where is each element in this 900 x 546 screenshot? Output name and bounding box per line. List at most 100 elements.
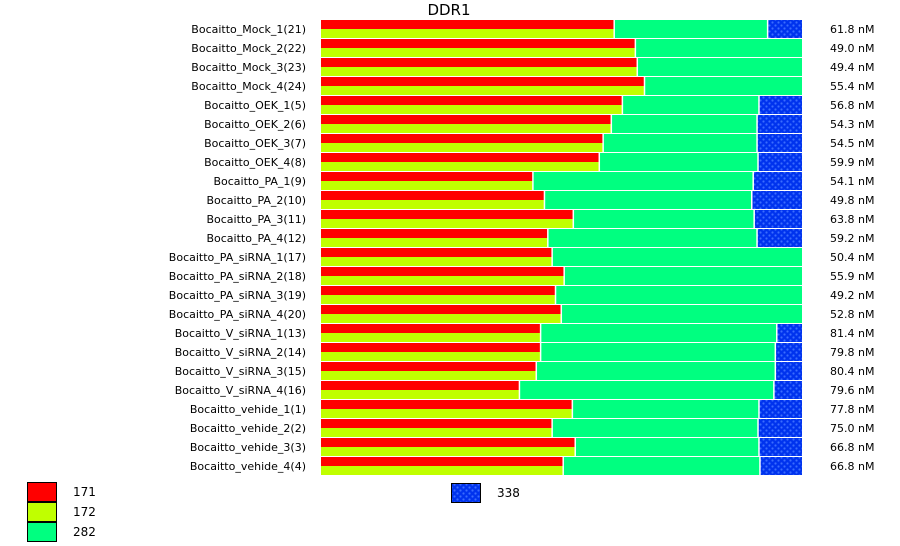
bar-row: Bocaitto_PA_siRNA_4(20) 52.8 nM (169, 305, 874, 323)
bar-172 (321, 295, 555, 304)
bar-row: Bocaitto_PA_2(10) 49.8 nM (206, 191, 874, 209)
bar-171 (321, 172, 533, 181)
bar-171 (321, 362, 536, 371)
value-label: 55.4 nM (830, 80, 874, 93)
bar-171 (321, 286, 555, 295)
bar-338 (759, 96, 802, 114)
value-label: 61.8 nM (830, 23, 874, 36)
bar-172 (321, 200, 544, 209)
value-label: 63.8 nM (830, 213, 874, 226)
value-label: 54.3 nM (830, 118, 874, 131)
bar-row: Bocaitto_Mock_4(24) 55.4 nM (191, 77, 874, 95)
bar-171 (321, 20, 614, 29)
bar-row: Bocaitto_OEK_1(5) 56.8 nM (204, 96, 874, 114)
bar-171 (321, 153, 599, 162)
category-label: Bocaitto_Mock_3(23) (191, 61, 306, 74)
bar-172 (321, 124, 611, 133)
bar-282 (623, 96, 759, 114)
legend: 171 172 282 338 (27, 482, 520, 542)
chart-title: DDR1 (427, 1, 470, 19)
bar-row: Bocaitto_vehide_1(1) 77.8 nM (190, 400, 874, 418)
bar-282 (600, 153, 758, 171)
bar-row: Bocaitto_V_siRNA_2(14) 79.8 nM (175, 343, 874, 361)
category-label: Bocaitto_OEK_1(5) (204, 99, 306, 112)
bar-row: Bocaitto_PA_siRNA_1(17) 50.4 nM (169, 248, 874, 266)
legend-item-338: 338 (451, 483, 520, 503)
bar-338 (757, 229, 802, 247)
legend-label: 171 (73, 485, 96, 499)
bar-282 (552, 248, 802, 266)
category-label: Bocaitto_vehide_4(4) (190, 460, 306, 473)
category-label: Bocaitto_vehide_1(1) (190, 403, 306, 416)
bar-row: Bocaitto_Mock_3(23) 49.4 nM (191, 58, 874, 76)
bar-171 (321, 381, 519, 390)
bar-338 (758, 153, 802, 171)
bar-row: Bocaitto_PA_3(11) 63.8 nM (206, 210, 874, 228)
bar-338 (774, 381, 802, 399)
category-label: Bocaitto_V_siRNA_2(14) (175, 346, 306, 359)
value-label: 54.5 nM (830, 137, 874, 150)
bar-338 (777, 324, 802, 342)
bar-282 (520, 381, 774, 399)
value-label: 79.8 nM (830, 346, 874, 359)
legend-swatch (451, 483, 481, 503)
bar-row: Bocaitto_PA_4(12) 59.2 nM (206, 229, 874, 247)
bar-172 (321, 181, 533, 190)
bar-282 (533, 172, 753, 190)
legend-swatch (27, 482, 57, 502)
value-label: 49.0 nM (830, 42, 874, 55)
bar-282 (552, 419, 758, 437)
bar-171 (321, 134, 603, 143)
bar-row: Bocaitto_Mock_2(22) 49.0 nM (191, 39, 874, 57)
bar-282 (541, 324, 777, 342)
bar-172 (321, 143, 603, 152)
bar-172 (321, 219, 573, 228)
value-label: 50.4 nM (830, 251, 874, 264)
category-label: Bocaitto_Mock_2(22) (191, 42, 306, 55)
bar-row: Bocaitto_V_siRNA_3(15) 80.4 nM (175, 362, 874, 380)
legend-label: 338 (497, 486, 520, 500)
bar-282 (612, 115, 757, 133)
legend-item-172: 172 (27, 502, 96, 522)
bar-172 (321, 86, 644, 95)
legend-label: 282 (73, 525, 96, 539)
bar-171 (321, 229, 548, 238)
category-label: Bocaitto_PA_siRNA_4(20) (169, 308, 306, 321)
category-label: Bocaitto_PA_1(9) (213, 175, 306, 188)
bar-172 (321, 29, 614, 38)
bar-338 (759, 438, 802, 456)
bar-338 (758, 419, 802, 437)
bar-282 (575, 438, 759, 456)
legend-label: 172 (73, 505, 96, 519)
bar-171 (321, 191, 544, 200)
bar-282 (563, 457, 760, 475)
bar-338 (754, 210, 802, 228)
value-label: 54.1 nM (830, 175, 874, 188)
bar-338 (759, 400, 802, 418)
bar-171 (321, 343, 540, 352)
value-label: 55.9 nM (830, 270, 874, 283)
bar-172 (321, 105, 622, 114)
value-label: 56.8 nM (830, 99, 874, 112)
bar-172 (321, 67, 637, 76)
legend-item-171: 171 (27, 482, 96, 502)
bar-282 (638, 58, 802, 76)
bar-282 (541, 343, 775, 361)
bar-282 (548, 229, 757, 247)
bar-172 (321, 314, 561, 323)
category-label: Bocaitto_vehide_2(2) (190, 422, 306, 435)
bar-row: Bocaitto_OEK_2(6) 54.3 nM (204, 115, 874, 133)
bar-338 (753, 172, 802, 190)
bar-172 (321, 466, 563, 475)
bar-171 (321, 324, 540, 333)
bar-171 (321, 419, 552, 428)
category-label: Bocaitto_PA_siRNA_2(18) (169, 270, 306, 283)
bar-171 (321, 77, 644, 86)
bar-171 (321, 115, 611, 124)
bar-171 (321, 305, 561, 314)
category-label: Bocaitto_PA_siRNA_1(17) (169, 251, 306, 264)
bar-338 (757, 134, 802, 152)
value-label: 52.8 nM (830, 308, 874, 321)
value-label: 77.8 nM (830, 403, 874, 416)
